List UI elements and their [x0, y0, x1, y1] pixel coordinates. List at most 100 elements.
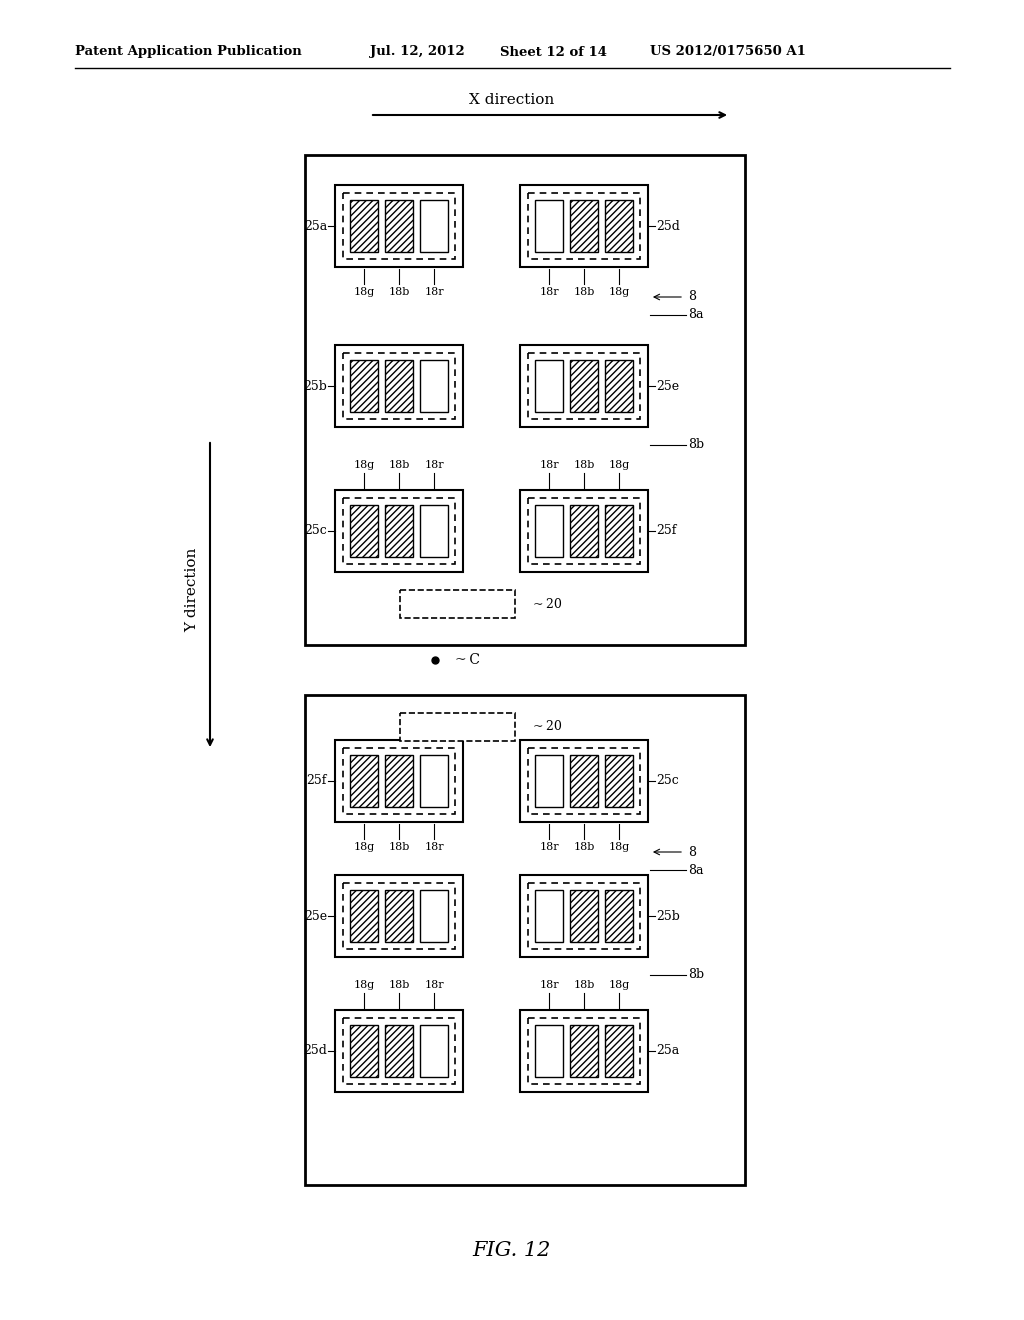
Text: Patent Application Publication: Patent Application Publication: [75, 45, 302, 58]
Text: 18b: 18b: [388, 979, 410, 990]
Bar: [350, 890, 378, 942]
Bar: [385, 506, 413, 557]
Bar: [400, 713, 515, 741]
Bar: [528, 1018, 640, 1084]
Text: 25e: 25e: [656, 380, 679, 392]
Bar: [385, 890, 413, 942]
Text: US 2012/0175650 A1: US 2012/0175650 A1: [650, 45, 806, 58]
Text: 18g: 18g: [353, 842, 375, 851]
Text: Y direction: Y direction: [185, 548, 199, 632]
Text: 18g: 18g: [608, 286, 630, 297]
Text: 25c: 25c: [656, 775, 679, 788]
Bar: [335, 741, 463, 822]
Bar: [570, 506, 598, 557]
Bar: [570, 890, 598, 942]
Text: 25f: 25f: [306, 775, 327, 788]
Bar: [520, 1010, 648, 1092]
Bar: [528, 352, 640, 418]
Bar: [520, 741, 648, 822]
Text: 25c: 25c: [304, 524, 327, 537]
Bar: [535, 1026, 563, 1077]
Bar: [385, 201, 413, 252]
Bar: [343, 193, 455, 259]
Text: 18b: 18b: [573, 459, 595, 470]
Bar: [305, 696, 745, 1185]
Text: 18b: 18b: [573, 286, 595, 297]
Bar: [570, 1026, 598, 1077]
Bar: [350, 506, 378, 557]
Text: 8: 8: [688, 290, 696, 304]
Bar: [350, 755, 378, 807]
Text: 18r: 18r: [540, 459, 559, 470]
Bar: [528, 193, 640, 259]
Text: 18g: 18g: [353, 286, 375, 297]
Bar: [570, 890, 598, 942]
Bar: [420, 755, 449, 807]
Bar: [350, 360, 378, 412]
Text: 18b: 18b: [388, 459, 410, 470]
Bar: [605, 1026, 633, 1077]
Bar: [535, 360, 563, 412]
Text: 25a: 25a: [304, 219, 327, 232]
Bar: [385, 360, 413, 412]
Text: FIG. 12: FIG. 12: [473, 1241, 551, 1259]
Bar: [335, 875, 463, 957]
Text: 18b: 18b: [573, 979, 595, 990]
Bar: [605, 506, 633, 557]
Bar: [605, 890, 633, 942]
Text: 18g: 18g: [353, 459, 375, 470]
Bar: [350, 201, 378, 252]
Bar: [570, 506, 598, 557]
Bar: [605, 201, 633, 252]
Bar: [350, 1026, 378, 1077]
Bar: [420, 360, 449, 412]
Bar: [605, 360, 633, 412]
Bar: [535, 506, 563, 557]
Bar: [605, 506, 633, 557]
Text: 18r: 18r: [540, 979, 559, 990]
Bar: [385, 201, 413, 252]
Bar: [528, 498, 640, 564]
Bar: [520, 345, 648, 426]
Bar: [605, 1026, 633, 1077]
Text: 25e: 25e: [304, 909, 327, 923]
Bar: [605, 360, 633, 412]
Bar: [520, 875, 648, 957]
Bar: [528, 883, 640, 949]
Bar: [420, 1026, 449, 1077]
Text: 25b: 25b: [303, 380, 327, 392]
Bar: [570, 755, 598, 807]
Text: 8a: 8a: [688, 863, 703, 876]
Text: 18r: 18r: [424, 842, 443, 851]
Text: ~ 20: ~ 20: [534, 721, 562, 734]
Bar: [535, 890, 563, 942]
Text: 18b: 18b: [573, 842, 595, 851]
Bar: [385, 890, 413, 942]
Text: ~ C: ~ C: [455, 653, 480, 667]
Bar: [570, 1026, 598, 1077]
Bar: [385, 360, 413, 412]
Bar: [385, 1026, 413, 1077]
Text: 18r: 18r: [540, 286, 559, 297]
Bar: [520, 490, 648, 572]
Bar: [385, 506, 413, 557]
Text: X direction: X direction: [469, 92, 555, 107]
Bar: [350, 1026, 378, 1077]
Bar: [570, 360, 598, 412]
Text: 8b: 8b: [688, 969, 705, 982]
Text: 18r: 18r: [424, 286, 443, 297]
Bar: [343, 352, 455, 418]
Bar: [350, 360, 378, 412]
Bar: [605, 755, 633, 807]
Text: 18r: 18r: [424, 459, 443, 470]
Text: ~ 20: ~ 20: [534, 598, 562, 610]
Bar: [305, 154, 745, 645]
Text: Sheet 12 of 14: Sheet 12 of 14: [500, 45, 607, 58]
Bar: [350, 201, 378, 252]
Text: 18g: 18g: [608, 842, 630, 851]
Bar: [335, 345, 463, 426]
Text: 25d: 25d: [303, 1044, 327, 1057]
Bar: [350, 506, 378, 557]
Bar: [420, 506, 449, 557]
Bar: [535, 201, 563, 252]
